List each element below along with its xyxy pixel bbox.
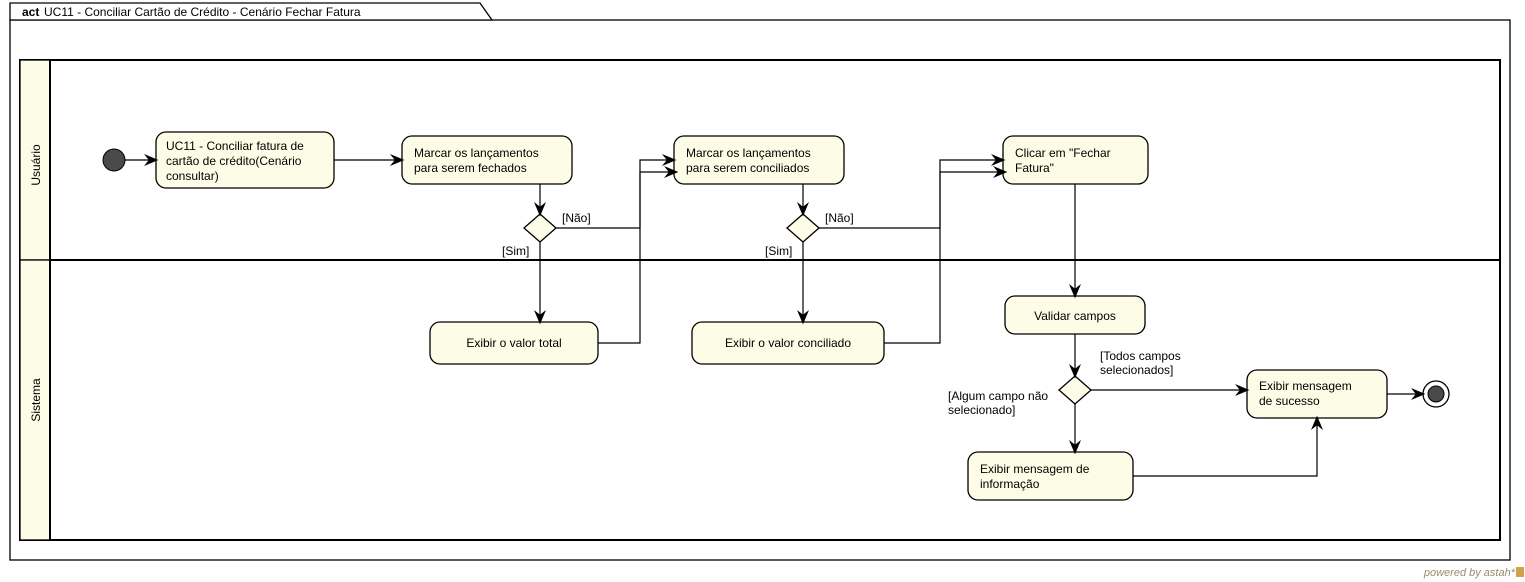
a3-l1: Marcar os lançamentos <box>686 146 811 160</box>
footer-text: powered by astah* <box>1423 567 1516 579</box>
lane-label-usuario: Usuário <box>29 144 43 186</box>
guard-nao1: [Não] <box>562 211 591 225</box>
frame-border <box>10 20 1510 560</box>
a1-l1: UC11 - Conciliar fatura de <box>166 139 304 153</box>
a2-l2: para serem fechados <box>414 161 527 175</box>
guard-sim2: [Sim] <box>765 244 792 258</box>
a5: Exibir o valor total <box>466 336 561 350</box>
decision-3 <box>1059 376 1091 404</box>
a4-l1: Clicar em "Fechar <box>1015 146 1111 160</box>
edge-a5-a3 <box>598 172 676 343</box>
footer-icon <box>1516 567 1524 577</box>
lane-label-sistema: Sistema <box>29 378 43 422</box>
decision-2 <box>787 214 819 242</box>
activity-clicar-fechar <box>1003 136 1148 184</box>
frame-prefix: act <box>22 5 39 19</box>
initial-node <box>103 149 125 171</box>
a7: Validar campos <box>1034 309 1116 323</box>
activity-msg-info <box>968 452 1133 500</box>
edge-a8-a9 <box>1133 418 1317 476</box>
edge-a6-a4 <box>884 172 1005 343</box>
guard-all1: [Todos campos <box>1100 349 1181 363</box>
a1-l2: cartão de crédito(Cenário <box>166 154 302 168</box>
guard-some2: selecionado] <box>948 403 1015 417</box>
guard-some1: [Algum campo não <box>948 389 1048 403</box>
a9-l2: de sucesso <box>1259 394 1320 408</box>
activity-diagram: act UC11 - Conciliar Cartão de Crédito -… <box>0 0 1525 582</box>
guard-nao2: [Não] <box>825 211 854 225</box>
final-node-inner <box>1428 386 1444 402</box>
a3-l2: para serem conciliados <box>686 161 809 175</box>
frame-title: UC11 - Conciliar Cartão de Crédito - Cen… <box>44 5 361 19</box>
decision-1 <box>524 214 556 242</box>
a4-l2: Fatura" <box>1015 161 1054 175</box>
guard-sim1: [Sim] <box>502 244 529 258</box>
activity-marcar-conciliados <box>674 136 844 184</box>
a8-l2: informação <box>980 477 1040 491</box>
a1-l3: consultar) <box>166 169 219 183</box>
activity-marcar-fechados <box>402 136 572 184</box>
a8-l1: Exibir mensagem de <box>980 462 1090 476</box>
a6: Exibir o valor conciliado <box>725 336 851 350</box>
a9-l1: Exibir mensagem <box>1259 379 1352 393</box>
a2-l1: Marcar os lançamentos <box>414 146 539 160</box>
guard-all2: selecionados] <box>1100 363 1173 377</box>
